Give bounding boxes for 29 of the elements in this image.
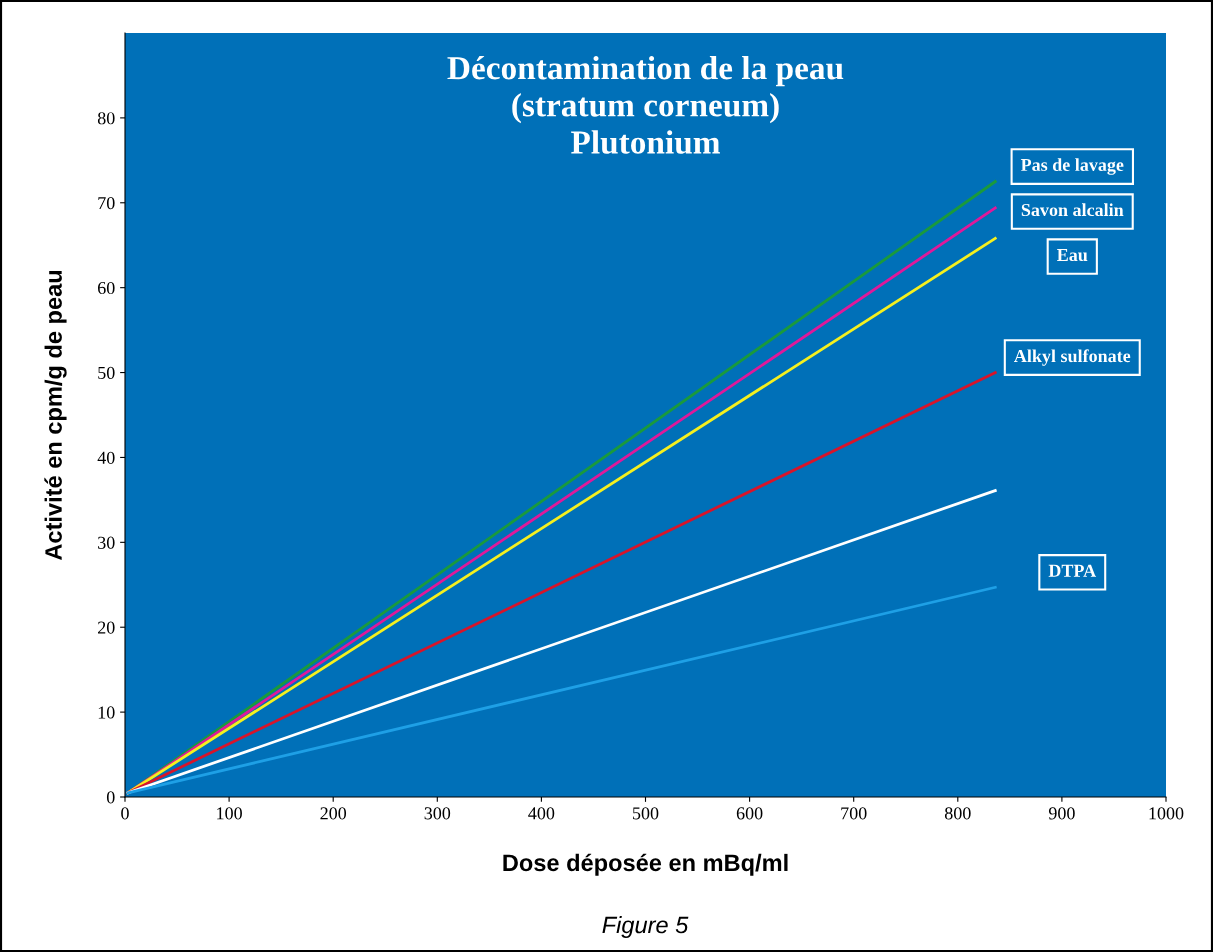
y-tick-label: 0 (106, 791, 115, 804)
y-tick-label: 40 (97, 451, 115, 464)
x-tick-label: 300 (424, 807, 451, 820)
y-tick-label: 10 (98, 706, 115, 719)
y-tick-label: 80 (97, 112, 115, 125)
y-tick-label: 60 (98, 281, 115, 295)
x-tick-label: 100 (217, 807, 242, 820)
x-tick-label: 200 (320, 807, 347, 820)
caption: Figure 5 (602, 915, 689, 939)
series-label: Alkyl sulfonate (1014, 349, 1131, 366)
x-tick-label: 1000 (1149, 807, 1184, 820)
text: DTPA (1048, 564, 1097, 577)
y-axis-title: Activité en cpm/g de peau (44, 270, 67, 561)
x-tick-label: 800 (944, 807, 971, 820)
y-tick-label: 20 (98, 621, 115, 634)
y-tick-label: 70 (98, 197, 115, 210)
series-label: Savon alcalin (1021, 203, 1124, 217)
x-tick-label: 400 (528, 807, 555, 820)
y-tick-label: 30 (98, 536, 115, 549)
text: Décontamination de la peau (stratum corneum) Plutonium (447, 55, 844, 154)
x-tick-label: 500 (633, 807, 659, 820)
x-tick-label: 0 (121, 807, 129, 820)
x-axis-title: Dose déposée en mBq/ml (503, 853, 788, 876)
x-tick-label: 900 (1048, 807, 1075, 820)
x-tick-label: 700 (841, 807, 867, 820)
x-tick-label: 600 (736, 807, 763, 820)
text: Eau (1057, 249, 1088, 262)
y-tick-label: 50 (98, 366, 115, 379)
series-label: Pas de lavage (1020, 158, 1124, 175)
